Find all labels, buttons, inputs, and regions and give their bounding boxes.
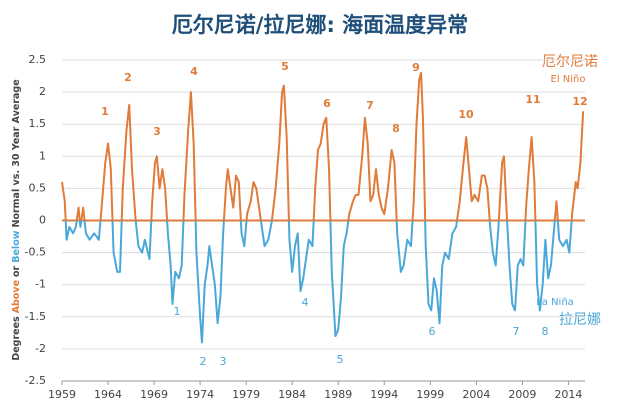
la-nina-event-label: 8 [542, 325, 549, 338]
y-tick-label: 1 [39, 149, 46, 162]
el-nino-event-label: 9 [412, 61, 420, 74]
y-label-part: Degrees [11, 316, 22, 361]
el-nino-event-label: 6 [323, 97, 331, 110]
y-tick-label: 2.5 [29, 53, 47, 66]
y-axis-label: Degrees Above or Below Normal vs. 30 Year Av… [11, 79, 22, 360]
x-tick-label: 1979 [232, 388, 260, 401]
y-label-part: Normal vs. 30 Year Average [11, 79, 22, 227]
el-nino-event-label: 11 [525, 93, 540, 106]
y-tick-label: 1.5 [29, 117, 47, 130]
y-tick-label: 0 [39, 214, 46, 227]
x-tick-label: 1964 [94, 388, 122, 401]
legend-la-nina-cn: 拉尼娜 [559, 312, 601, 328]
x-tick-label: 1999 [416, 388, 444, 401]
legend-la-nina-en: La Niña [536, 297, 574, 308]
y-label-part: Below [11, 230, 22, 262]
y-tick-label: 2 [39, 85, 46, 98]
x-tick-label: 1969 [140, 388, 168, 401]
el-nino-event-label: 7 [366, 99, 374, 112]
la-nina-event-label: 1 [174, 305, 181, 318]
chart-title: 厄尔尼诺/拉尼娜: 海面温度异常 [172, 13, 468, 37]
legend-el-nino-en: El Niño [551, 74, 586, 85]
x-tick-label: 1974 [186, 388, 214, 401]
el-nino-event-label: 3 [153, 125, 161, 138]
x-tick-label: 2004 [462, 388, 490, 401]
el-nino-event-label: 12 [572, 95, 587, 108]
data-line [61, 71, 585, 344]
x-tick-label: 1989 [324, 388, 352, 401]
el-nino-event-label: 4 [190, 65, 198, 78]
la-nina-event-label: 7 [513, 325, 520, 338]
x-tick-label: 1984 [278, 388, 306, 401]
el-nino-event-label: 1 [101, 105, 109, 118]
y-tick-label: -1 [35, 278, 46, 291]
el-nino-event-label: 2 [124, 71, 132, 84]
x-tick-label: 2014 [554, 388, 582, 401]
la-nina-event-label: 5 [337, 353, 344, 366]
la-nina-event-label: 2 [200, 355, 207, 368]
y-label-part: Above [11, 280, 22, 313]
y-tick-label: 0.5 [29, 181, 47, 194]
la-nina-event-label: 4 [302, 296, 309, 309]
el-nino-event-label: 8 [392, 122, 400, 135]
y-label-part: or [11, 265, 22, 277]
x-tick-label: 1994 [370, 388, 398, 401]
y-tick-label: -0.5 [25, 246, 46, 259]
y-tick-label: -2 [35, 342, 46, 355]
y-tick-label: -2.5 [25, 374, 46, 387]
la-nina-event-label: 6 [429, 325, 436, 338]
la-nina-event-label: 3 [220, 355, 227, 368]
legend-el-nino-cn: 厄尔尼诺 [542, 54, 598, 70]
el-nino-event-label: 10 [458, 108, 474, 121]
el-nino-event-label: 5 [281, 60, 289, 73]
x-tick-label: 2009 [508, 388, 536, 401]
x-tick-label: 1959 [48, 388, 76, 401]
y-tick-label: -1.5 [25, 310, 46, 323]
